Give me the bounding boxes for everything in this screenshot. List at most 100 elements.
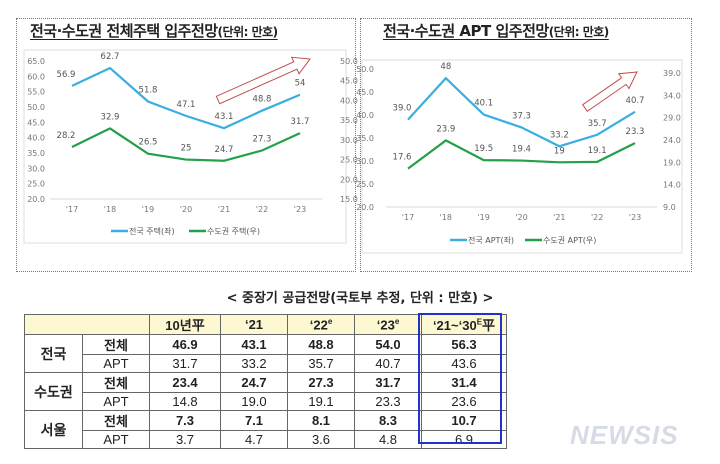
table-cell: 3.6: [287, 430, 355, 449]
series-line: [71, 66, 301, 130]
trend-arrow-icon: [215, 56, 311, 105]
header-text: 平: [482, 318, 496, 333]
table-cell: 3.7: [149, 430, 221, 449]
right-axis-tick: 9.0: [663, 203, 676, 212]
chart-title-total: 전국·수도권 전체주택 입주전망(단위: 만호): [30, 20, 278, 41]
right-axis-tick: 19.0: [663, 158, 681, 167]
x-tick-label: '22: [591, 213, 603, 222]
left-axis-tick: 25.0: [356, 180, 374, 189]
table-cell: 8.1: [287, 410, 355, 431]
row-type: 전체: [82, 372, 150, 393]
left-axis-tick: 20.0: [356, 203, 374, 212]
header-cell: ‘21~‘30E平: [421, 314, 507, 335]
data-label: 17.6: [393, 153, 412, 163]
table-cell: 46.9: [149, 334, 221, 355]
table-cell: 4.7: [220, 430, 288, 449]
data-label: 27.3: [253, 135, 272, 145]
table-cell: 19.1: [287, 392, 355, 411]
left-axis-tick: 55.0: [27, 88, 45, 97]
data-label: 47.1: [177, 100, 196, 110]
x-tick-label: '20: [515, 213, 527, 222]
table-cell: 19.0: [220, 392, 288, 411]
x-tick-label: '23: [629, 213, 641, 222]
group-label: 서울: [24, 410, 83, 449]
highlight-box: [418, 313, 502, 444]
right-axis-tick: 29.0: [663, 114, 681, 123]
table-cell: 8.3: [354, 410, 422, 431]
title-text: 전국·수도권 전체주택 입주전망: [30, 22, 218, 40]
left-axis-tick: 35.0: [356, 134, 374, 143]
x-tick-label: '18: [440, 213, 452, 222]
data-label: 48.8: [253, 95, 272, 105]
right-axis-tick: 25.0: [340, 156, 358, 165]
title-unit: (단위: 만호): [548, 25, 610, 39]
header-cell: ‘23e: [354, 314, 422, 335]
right-axis-tick: 35.0: [340, 116, 358, 125]
left-axis-tick: 65.0: [27, 57, 45, 66]
chart-panel-total-housing: [16, 18, 356, 272]
x-tick-label: '17: [66, 205, 78, 214]
header-text: ‘21~‘30: [432, 318, 477, 333]
left-axis-tick: 25.0: [27, 180, 45, 189]
row-type: APT: [82, 392, 150, 411]
table-row: 전국 전체 46.9 43.1 48.8 54.0 56.3: [24, 334, 507, 373]
data-label: 39.0: [393, 104, 412, 114]
header-blank: [24, 314, 150, 335]
right-axis-tick: 30.0: [340, 136, 358, 145]
table-cell: 31.7: [354, 372, 422, 393]
data-label: 24.7: [215, 145, 234, 155]
data-label: 62.7: [101, 52, 120, 62]
data-label: 31.7: [291, 117, 310, 127]
supply-forecast-table: 10년平 ‘21 ‘22e ‘23e ‘21~‘30E平 전국 전체 46.9 43.…: [24, 314, 507, 449]
right-axis-tick: 15.0: [340, 195, 358, 204]
trend-arrow-icon: [582, 71, 638, 112]
table-cell: 7.1: [220, 410, 288, 431]
table-cell: 27.3: [287, 372, 355, 393]
legend-label: 수도권 주택(우): [207, 226, 260, 236]
data-label: 25: [181, 144, 192, 154]
x-tick-label: '22: [256, 205, 268, 214]
legend-label: 수도권 APT(우): [543, 235, 596, 245]
data-label: 40.1: [474, 99, 493, 109]
x-tick-label: '19: [142, 205, 154, 214]
series-line: [407, 76, 636, 148]
data-label: 19.5: [474, 144, 493, 154]
title-text: 전국·수도권 APT 입주전망: [383, 22, 549, 40]
left-axis-tick: 30.0: [356, 157, 374, 166]
watermark-logo: NEWSIS: [570, 420, 679, 450]
chart-panel-apt: [360, 18, 692, 272]
data-label: 26.5: [139, 138, 158, 148]
table-row: APT 3.7 4.7 3.6 4.8 6.9: [25, 430, 507, 449]
left-axis-tick: 50.0: [356, 65, 374, 74]
left-axis-tick: 50.0: [27, 103, 45, 112]
table-cell: 23.4: [149, 372, 221, 393]
right-axis-tick: 40.0: [340, 96, 358, 105]
header-row: 10년平 ‘21 ‘22e ‘23e ‘21~‘30E平: [24, 314, 507, 335]
data-label: 48: [440, 62, 451, 72]
table-cell: 35.7: [287, 354, 355, 373]
row-type: 전체: [82, 410, 150, 431]
header-sup: e: [327, 316, 333, 326]
right-axis-tick: 24.0: [663, 136, 681, 145]
series-line: [71, 127, 301, 162]
left-axis-tick: 45.0: [356, 88, 374, 97]
row-type: 전체: [82, 334, 150, 355]
title-unit: (단위: 만호): [217, 25, 279, 39]
table-cell: 14.8: [149, 392, 221, 411]
table-cell: 54.0: [354, 334, 422, 355]
data-label: 56.9: [57, 70, 76, 80]
data-label: 23.9: [436, 124, 455, 134]
data-label: 51.8: [139, 85, 158, 95]
data-label: 40.7: [626, 96, 645, 106]
x-tick-label: '20: [180, 205, 192, 214]
header-cell: ‘22e: [287, 314, 355, 335]
table-row: APT 31.7 33.2 35.7 40.7 43.6: [25, 354, 507, 373]
left-axis-tick: 40.0: [27, 134, 45, 143]
data-label: 43.1: [215, 112, 234, 122]
header-sup: e: [394, 316, 400, 326]
right-axis-tick: 20.0: [340, 175, 358, 184]
table-cell: 40.7: [354, 354, 422, 373]
right-axis-tick: 50.0: [340, 57, 358, 66]
left-axis-tick: 35.0: [27, 149, 45, 158]
x-tick-label: '21: [553, 213, 565, 222]
